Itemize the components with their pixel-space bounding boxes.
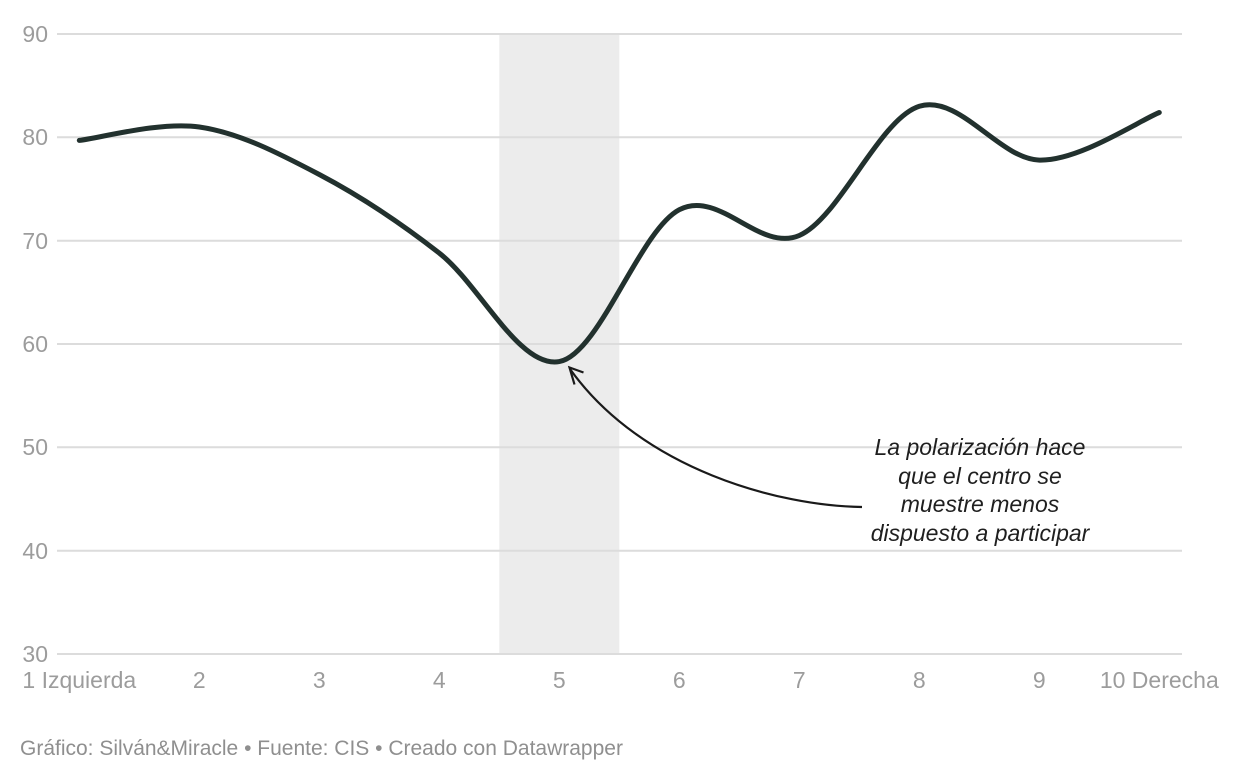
annotation-line: muestre menos bbox=[900, 491, 1060, 517]
annotation-line: que el centro se bbox=[898, 462, 1062, 489]
x-tick-label: 1 Izquierda bbox=[22, 667, 137, 693]
y-tick-label: 30 bbox=[22, 641, 48, 667]
data-line bbox=[76, 102, 1162, 365]
chart-footer: Gráfico: Silván&Miracle • Fuente: CIS • … bbox=[20, 737, 623, 760]
x-tick-label: 4 bbox=[432, 667, 446, 693]
annotation-line: La polarización hace bbox=[874, 434, 1086, 460]
y-tick-label: 90 bbox=[22, 21, 48, 47]
plot-area bbox=[57, 33, 1182, 655]
x-tick-label: 2 bbox=[192, 667, 206, 693]
y-tick-label: 50 bbox=[22, 434, 48, 461]
x-tick-label: 9 bbox=[1032, 667, 1046, 693]
annotation-line: dispuesto a participar bbox=[870, 519, 1090, 546]
annotation-arrowhead-icon bbox=[567, 365, 584, 385]
y-tick-label: 60 bbox=[22, 331, 48, 357]
y-tick-label: 40 bbox=[22, 537, 48, 564]
x-tick-label: 7 bbox=[792, 667, 806, 693]
annotation-arrow bbox=[569, 368, 863, 509]
x-tick-label: 8 bbox=[912, 667, 926, 693]
x-tick-label: 3 bbox=[312, 667, 326, 693]
y-tick-label: 70 bbox=[22, 227, 48, 254]
x-tick-label: 6 bbox=[672, 667, 686, 693]
x-tick-label: 5 bbox=[552, 667, 566, 693]
y-tick-label: 80 bbox=[22, 124, 48, 151]
annotation-text: La polarización hace que el centro se mues… bbox=[810, 433, 1150, 547]
x-tick-label: 10 Derecha bbox=[1099, 667, 1219, 693]
